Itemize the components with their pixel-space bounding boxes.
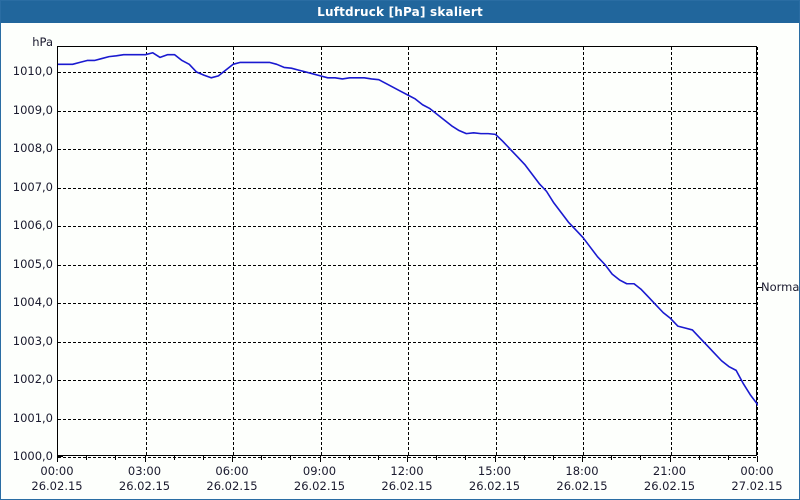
grid-line-horizontal <box>58 149 756 151</box>
x-axis-tick-label: 03:00 26.02.15 <box>119 464 170 494</box>
x-axis-major-tick <box>407 456 408 462</box>
x-axis-tick-date: 26.02.15 <box>643 479 696 493</box>
x-axis-tick-date: 26.02.15 <box>206 479 258 493</box>
y-axis-tick-label: 1010,0 <box>12 64 53 79</box>
x-axis-minor-tick <box>727 456 729 460</box>
pressure-line-series <box>58 51 758 406</box>
y-axis-tick-label: 1004,0 <box>12 295 53 309</box>
y-axis-tick-label: 1008,0 <box>12 141 53 156</box>
x-axis-minor-tick <box>377 456 379 460</box>
x-axis-tick-label: 12:00 26.02.15 <box>381 464 432 494</box>
x-axis-minor-tick <box>552 456 554 460</box>
x-axis-tick-time: 00:00 <box>40 464 74 478</box>
grid-line-horizontal <box>58 264 756 266</box>
x-axis-major-tick <box>669 456 671 462</box>
plot-area <box>57 46 758 458</box>
chart-body: hPa 1010,0 1009,0 1008,0 1007,0 1006,0 1005,0… <box>1 23 800 500</box>
grid-line-horizontal <box>58 72 756 74</box>
x-axis-tick-date: 26.02.15 <box>293 479 346 493</box>
x-axis-minor-tick <box>86 456 88 460</box>
x-axis-minor-tick <box>173 456 175 460</box>
x-axis-minor-tick <box>611 456 613 460</box>
x-axis-tick-time: 03:00 <box>127 464 162 478</box>
y-axis-tick <box>57 456 63 457</box>
x-axis-minor-tick <box>348 456 350 460</box>
x-axis-tick-time: 00:00 <box>740 464 774 478</box>
right-axis-tick <box>757 286 762 288</box>
x-axis-minor-tick <box>640 456 642 460</box>
grid-line-vertical <box>583 47 584 455</box>
x-axis-major-tick <box>582 456 583 462</box>
x-axis-tick-time: 09:00 <box>302 464 337 478</box>
y-axis-tick-label: 1002,0 <box>12 372 53 386</box>
grid-line-vertical <box>320 47 322 455</box>
x-axis-minor-tick <box>465 456 467 460</box>
x-axis-major-tick <box>144 456 146 462</box>
x-axis-tick-date: 27.02.15 <box>731 479 783 493</box>
x-axis-tick-date: 26.02.15 <box>118 479 171 493</box>
x-axis-major-tick <box>757 456 758 462</box>
y-axis-tick-label: 1005,0 <box>12 256 53 271</box>
x-axis-tick-label: 06:00 26.02.15 <box>206 464 257 494</box>
grid-line-horizontal <box>58 187 756 189</box>
x-axis-minor-tick <box>523 456 525 460</box>
x-axis-minor-tick <box>115 456 117 460</box>
x-axis-tick-date: 26.02.15 <box>468 479 521 493</box>
grid-line-horizontal <box>58 303 756 304</box>
y-axis-tick-label: 1006,0 <box>12 218 53 232</box>
right-axis-label: Normal <box>761 279 800 294</box>
x-axis-tick-date: 26.02.15 <box>31 479 83 493</box>
y-axis-tick-label: 1003,0 <box>12 333 53 348</box>
x-axis-tick-label: 00:00 27.02.15 <box>731 464 782 494</box>
x-axis-tick-label: 09:00 26.02.15 <box>294 464 345 494</box>
x-axis-minor-tick <box>261 456 263 460</box>
x-axis-minor-tick <box>698 456 700 460</box>
x-axis-tick-label: 15:00 26.02.15 <box>469 464 520 494</box>
grid-line-vertical <box>408 47 409 455</box>
grid-line-horizontal <box>58 341 756 343</box>
window-title-bar: Luftdruck [hPa] skaliert <box>1 1 799 23</box>
x-axis-minor-tick <box>290 456 292 460</box>
x-axis-minor-tick <box>436 456 438 460</box>
page-title: Luftdruck [hPa] skaliert <box>317 5 483 19</box>
x-axis-tick-date: 26.02.15 <box>556 479 608 493</box>
grid-line-vertical <box>495 47 497 455</box>
grid-line-horizontal <box>58 380 756 381</box>
x-axis-tick-label: 00:00 26.02.15 <box>31 464 82 494</box>
x-axis-major-tick <box>319 456 321 462</box>
x-axis-major-tick <box>494 456 496 462</box>
grid-line-vertical <box>670 47 672 455</box>
x-axis-tick-label: 18:00 26.02.15 <box>556 464 607 494</box>
x-axis-tick-time: 18:00 <box>565 464 599 478</box>
grid-line-horizontal <box>58 418 756 420</box>
x-axis-tick-labels: 00:00 26.02.15 03:00 26.02.15 06:00 26.02.15 0… <box>31 456 783 500</box>
x-axis-tick-time: 21:00 <box>652 464 687 478</box>
x-axis-tick-time: 12:00 <box>390 464 424 478</box>
x-axis-minor-tick <box>202 456 204 460</box>
grid-line-horizontal <box>58 226 756 227</box>
y-axis-tick-label: 1001,0 <box>12 410 53 425</box>
x-axis-tick-time: 06:00 <box>215 464 249 478</box>
y-axis-unit-label: hPa <box>32 35 53 49</box>
x-axis-major-tick <box>232 456 233 462</box>
grid-line-vertical <box>757 47 758 455</box>
y-axis-tick-label: 1009,0 <box>12 102 53 117</box>
x-axis-tick-date: 26.02.15 <box>381 479 433 493</box>
y-axis-tick-labels: 1010,0 1009,0 1008,0 1007,0 1006,0 1005,0 1004… <box>1 46 53 463</box>
y-axis-tick-label: 1007,0 <box>12 179 53 194</box>
y-axis-tick-label: 1000,0 <box>12 449 53 463</box>
x-axis-tick-label: 21:00 26.02.15 <box>644 464 695 494</box>
grid-line-vertical <box>233 47 234 455</box>
x-axis-tick-time: 15:00 <box>477 464 512 478</box>
grid-line-vertical <box>145 47 147 455</box>
x-axis-major-tick <box>57 456 58 462</box>
grid-line-horizontal <box>58 110 756 112</box>
